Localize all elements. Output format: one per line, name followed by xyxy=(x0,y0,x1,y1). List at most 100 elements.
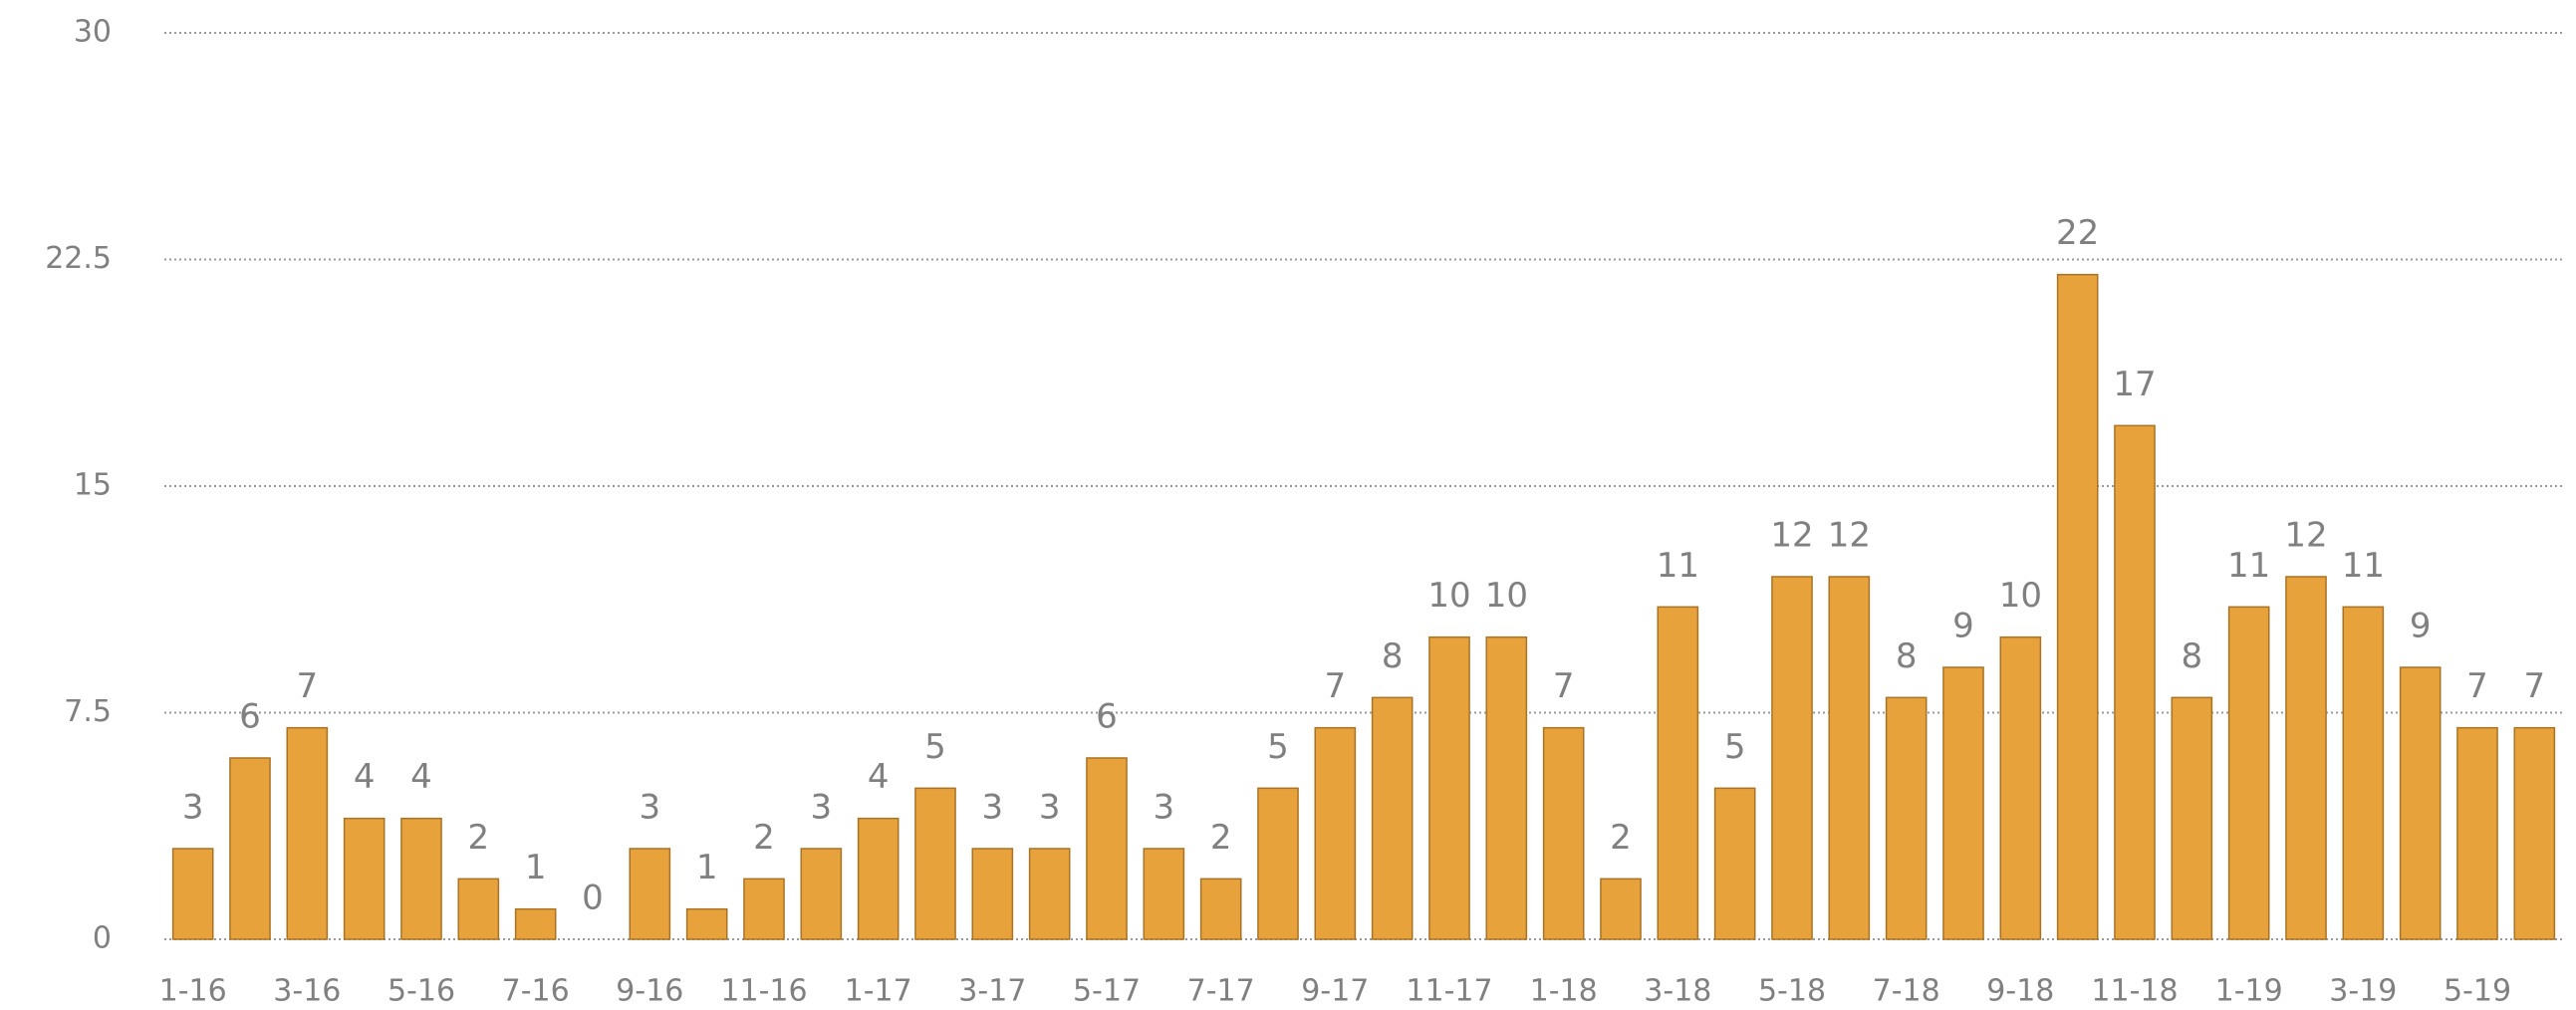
x-tick-label: 9-17 xyxy=(1301,974,1369,1009)
bar xyxy=(1542,726,1585,940)
bar xyxy=(1086,757,1128,940)
x-tick-label: 9-18 xyxy=(1986,974,2054,1009)
value-label: 3 xyxy=(1154,788,1175,828)
x-tick-label: 5-19 xyxy=(2444,974,2511,1009)
x-tick-label: 11-18 xyxy=(2091,974,2178,1009)
value-label: 1 xyxy=(696,848,718,887)
bar xyxy=(400,817,442,940)
value-label: 5 xyxy=(1724,727,1746,767)
bar xyxy=(1999,635,2042,940)
value-label: 6 xyxy=(1096,697,1118,737)
bar xyxy=(1657,606,1699,940)
value-label: 2 xyxy=(468,818,490,858)
x-tick-label: 1-19 xyxy=(2215,974,2283,1009)
bar xyxy=(1428,635,1470,940)
value-label: 8 xyxy=(2182,636,2203,676)
bar xyxy=(2285,576,2327,940)
x-tick-label: 7-18 xyxy=(1873,974,1940,1009)
bar xyxy=(629,848,671,940)
x-tick-label: 11-16 xyxy=(720,974,807,1009)
value-label: 4 xyxy=(868,757,890,797)
bar xyxy=(971,848,1014,940)
value-label: 11 xyxy=(1657,546,1699,586)
x-tick-label: 1-17 xyxy=(845,974,912,1009)
y-tick-label: 22.5 xyxy=(45,241,112,276)
bar xyxy=(857,817,900,940)
x-tick-label: 3-17 xyxy=(958,974,1026,1009)
value-label: 22 xyxy=(2056,213,2099,253)
value-label: 12 xyxy=(1770,516,1813,556)
value-label: 3 xyxy=(640,788,661,828)
bar xyxy=(2114,424,2156,940)
y-tick-label: 7.5 xyxy=(64,694,112,729)
value-label: 8 xyxy=(1896,636,1918,676)
value-label: 3 xyxy=(811,788,833,828)
value-label: 7 xyxy=(2524,666,2546,706)
bar xyxy=(457,878,500,940)
value-label: 8 xyxy=(1382,636,1404,676)
x-tick-label: 3-16 xyxy=(273,974,341,1009)
value-label: 9 xyxy=(1952,607,1974,646)
x-tick-label: 1-18 xyxy=(1530,974,1598,1009)
bar xyxy=(2171,696,2213,940)
bar xyxy=(2456,726,2498,940)
bar xyxy=(914,787,956,940)
bar xyxy=(1885,696,1928,940)
bar xyxy=(743,878,785,940)
x-tick-label: 5-16 xyxy=(387,974,455,1009)
value-label: 7 xyxy=(2466,666,2488,706)
value-label: 10 xyxy=(1999,576,2042,616)
bar xyxy=(1942,666,1984,940)
value-label: 2 xyxy=(753,818,775,858)
x-tick-label: 3-19 xyxy=(2329,974,2397,1009)
y-tick-label: 30 xyxy=(74,15,112,50)
bar xyxy=(1485,635,1528,940)
bar xyxy=(2056,273,2099,940)
bar xyxy=(2399,666,2442,940)
value-label: 3 xyxy=(982,788,1004,828)
bar xyxy=(2227,606,2270,940)
bar xyxy=(1314,726,1357,940)
value-label: 12 xyxy=(2284,516,2327,556)
x-tick-label: 7-16 xyxy=(502,974,570,1009)
value-label: 4 xyxy=(354,757,376,797)
value-label: 7 xyxy=(1325,666,1347,706)
value-label: 7 xyxy=(1553,666,1575,706)
value-label: 9 xyxy=(2410,607,2432,646)
value-label: 0 xyxy=(582,879,604,918)
bar xyxy=(286,726,329,940)
x-tick-label: 5-18 xyxy=(1758,974,1826,1009)
value-label: 12 xyxy=(1828,516,1871,556)
value-label: 3 xyxy=(1039,788,1061,828)
bar xyxy=(685,907,728,940)
bar xyxy=(1600,878,1642,940)
bar xyxy=(1771,576,1813,940)
x-tick-label: 1-16 xyxy=(159,974,227,1009)
value-label: 2 xyxy=(1610,818,1632,858)
x-tick-label: 3-18 xyxy=(1644,974,1711,1009)
bar xyxy=(1028,848,1071,940)
value-label: 4 xyxy=(410,757,432,797)
x-tick-label: 7-17 xyxy=(1187,974,1255,1009)
y-tick-label: 15 xyxy=(74,468,112,503)
bar xyxy=(1199,878,1242,940)
bar xyxy=(229,757,271,940)
value-label: 6 xyxy=(239,697,261,737)
value-label: 5 xyxy=(924,727,946,767)
bar xyxy=(800,848,843,940)
bar xyxy=(1713,787,1756,940)
value-label: 5 xyxy=(1267,727,1289,767)
bar xyxy=(1371,696,1414,940)
x-tick-label: 5-17 xyxy=(1073,974,1141,1009)
bar xyxy=(2342,606,2385,940)
bar xyxy=(171,848,214,940)
bar xyxy=(1828,576,1871,940)
bar xyxy=(2513,726,2556,940)
value-label: 1 xyxy=(525,848,547,887)
bar xyxy=(1257,787,1299,940)
y-tick-label: 0 xyxy=(93,921,112,956)
value-label: 3 xyxy=(182,788,204,828)
bar xyxy=(1143,848,1185,940)
value-label: 11 xyxy=(2342,546,2385,586)
